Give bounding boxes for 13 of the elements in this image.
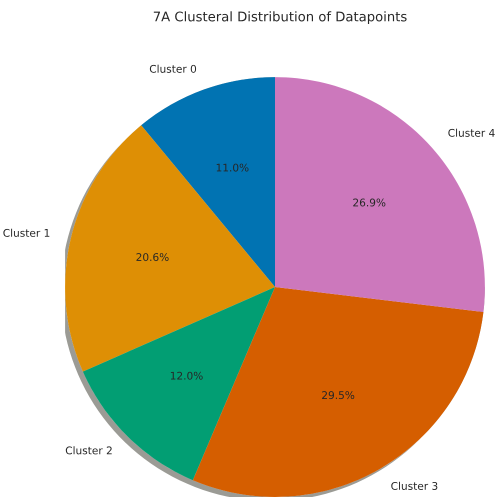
data-label: 11.0%	[216, 164, 249, 172]
slice-label: Cluster 1	[3, 228, 50, 237]
data-label: 26.9%	[353, 198, 386, 206]
slice-label: Cluster 4	[448, 128, 495, 137]
pie-slice	[275, 77, 485, 312]
slice-label: Cluster 3	[391, 482, 438, 490]
chart-title: 7A Clusteral Distribution of Datapoints	[154, 11, 407, 24]
data-label: 29.5%	[322, 391, 354, 400]
pie-slice	[65, 125, 275, 372]
slice-label: Cluster 0	[150, 64, 196, 73]
data-label: 20.6%	[136, 253, 169, 262]
slice-label: Cluster 2	[66, 446, 112, 454]
data-label: 12.0%	[170, 372, 203, 380]
